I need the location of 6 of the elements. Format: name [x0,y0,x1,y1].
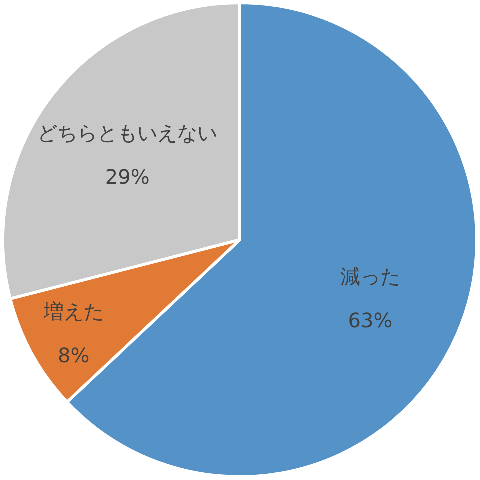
slice-label: 減った [340,264,401,288]
data-label: 63% [348,308,393,332]
slice-label: 増えた [42,299,104,324]
slice-label: どちらともいえない [38,120,218,145]
data-label: 29% [105,164,150,189]
data-label: 8% [58,343,90,368]
